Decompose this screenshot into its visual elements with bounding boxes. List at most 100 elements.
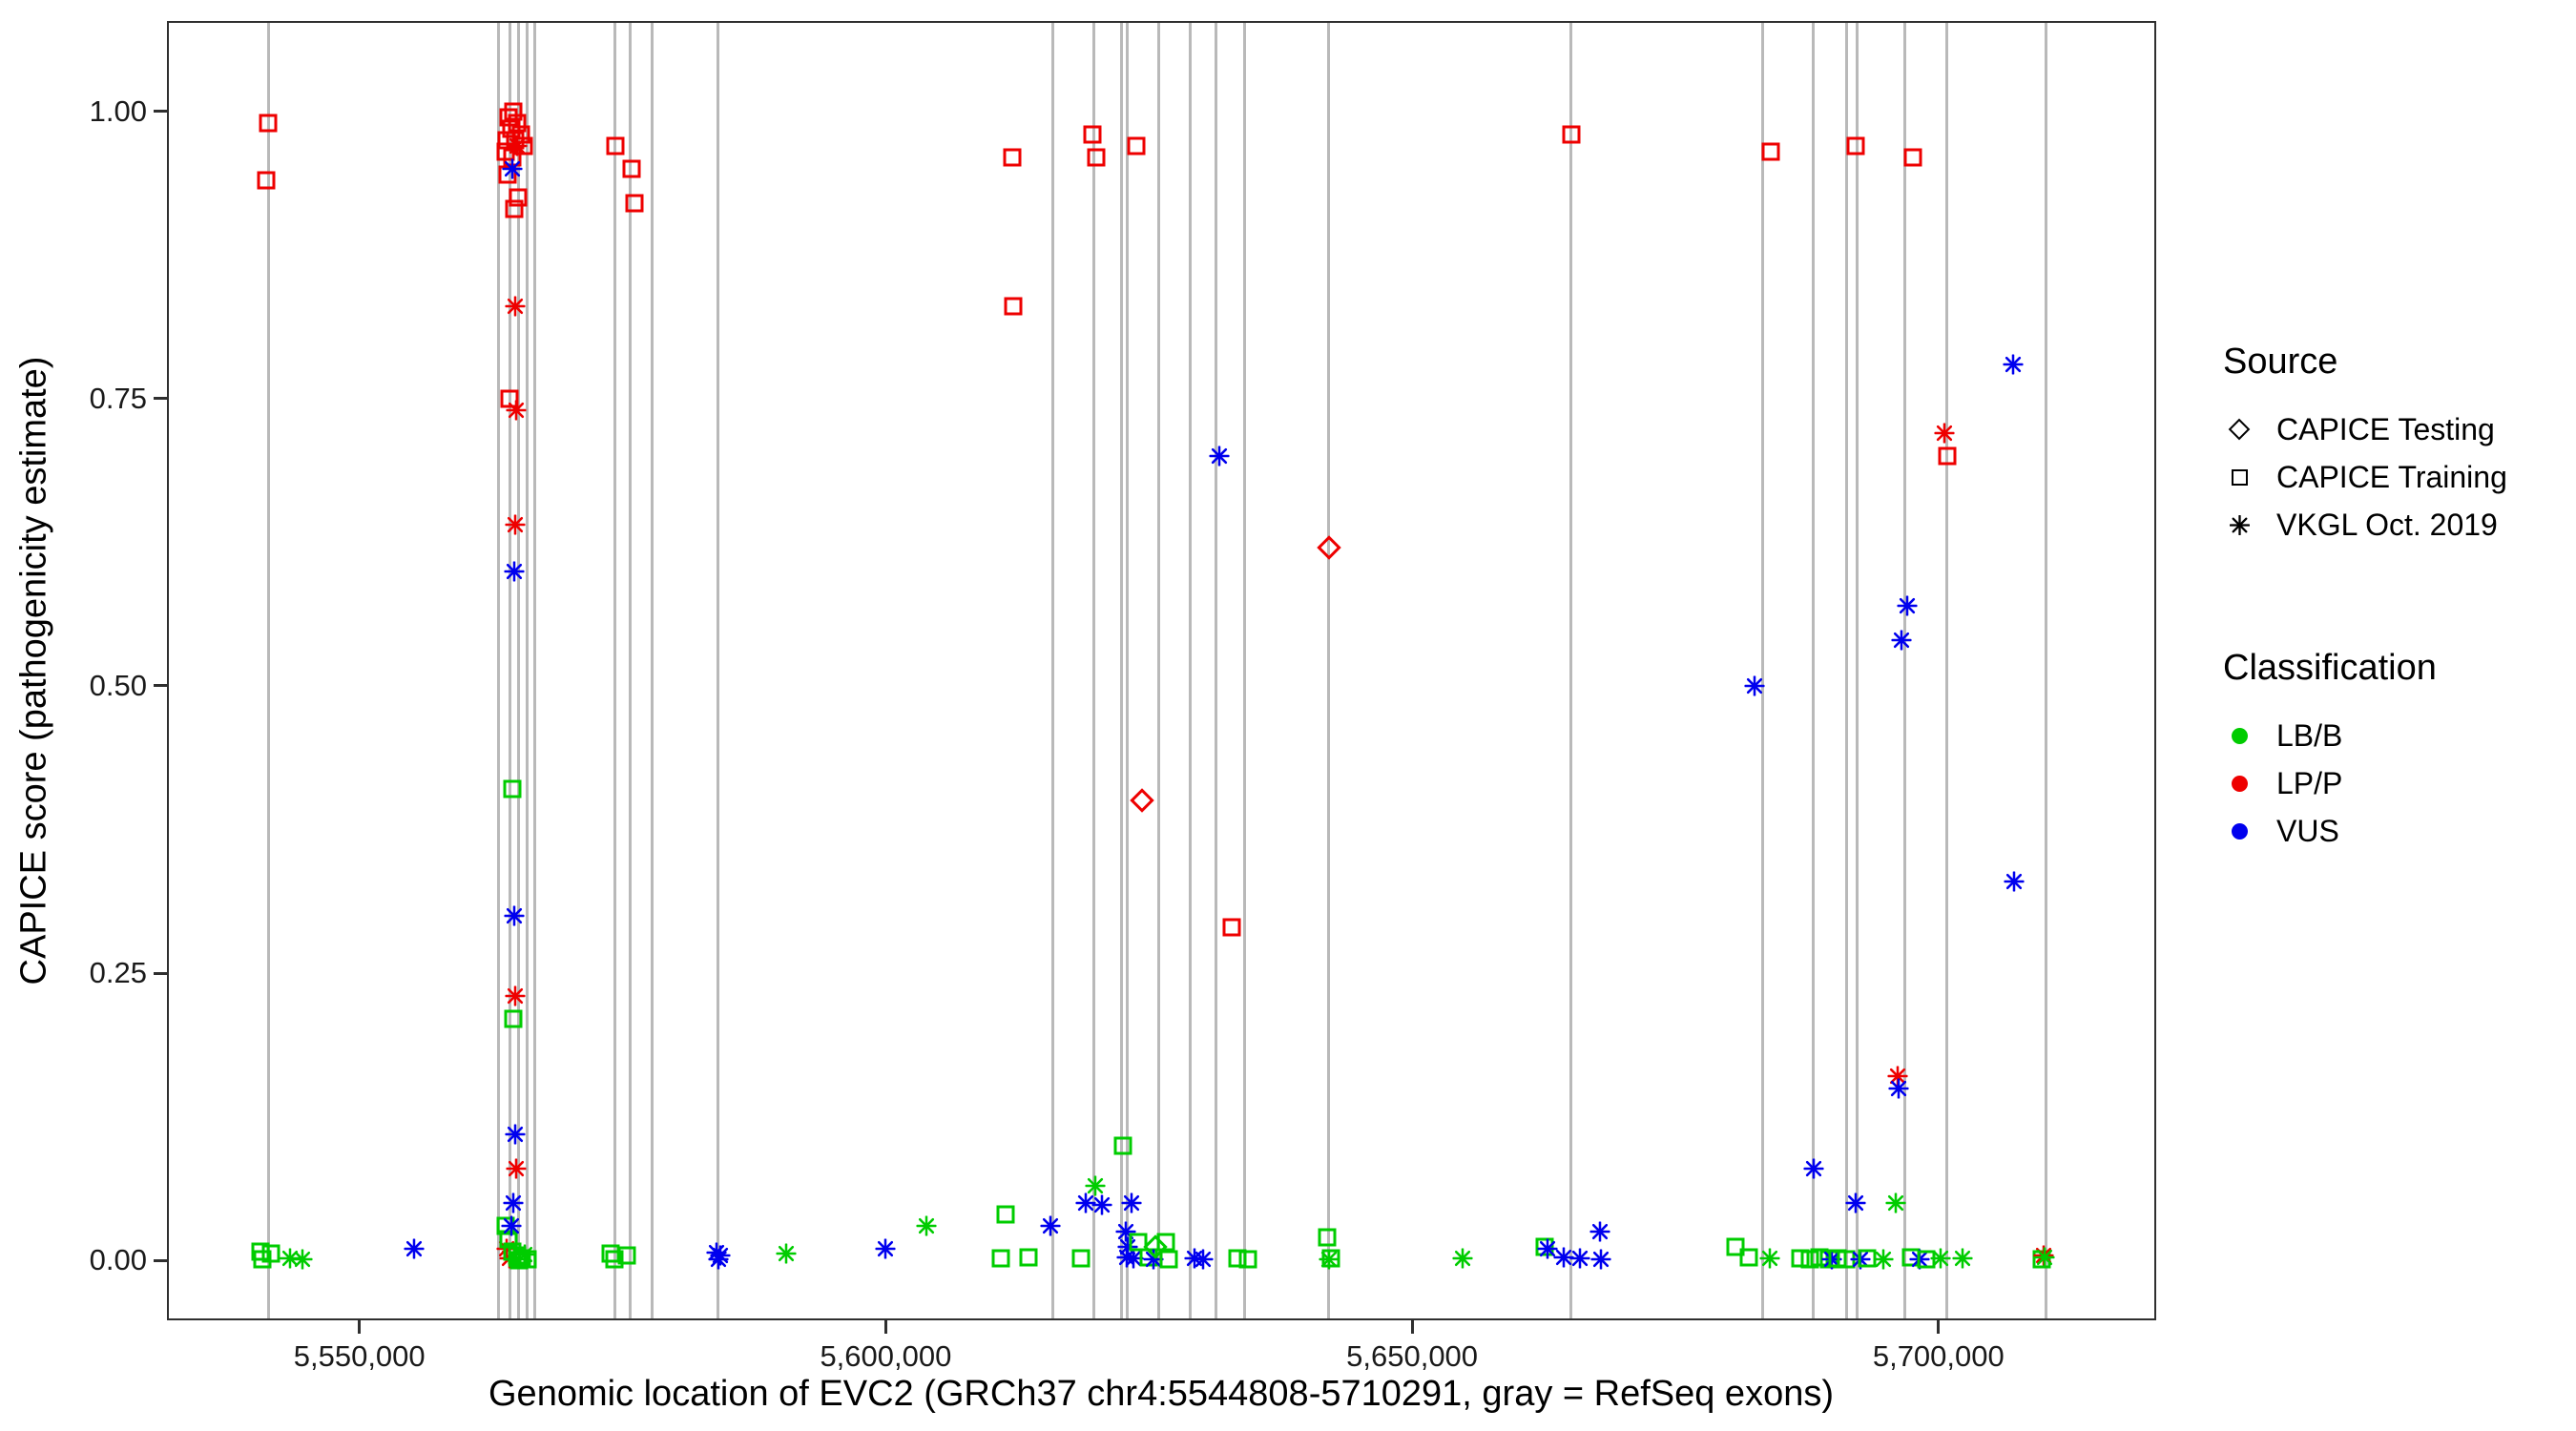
data-point bbox=[511, 125, 530, 144]
data-point bbox=[1791, 1249, 1810, 1268]
data-point bbox=[504, 1009, 523, 1028]
legend: Source CAPICE Testing CAPICE Training VKGL… bbox=[2223, 342, 2507, 855]
refseq-exon-line bbox=[2044, 23, 2047, 1318]
data-point bbox=[1321, 1249, 1340, 1268]
data-point bbox=[503, 1192, 524, 1213]
legend-item-label: VKGL Oct. 2019 bbox=[2276, 507, 2498, 542]
data-point bbox=[1535, 1237, 1554, 1256]
refseq-exon-line bbox=[613, 23, 617, 1318]
data-point bbox=[500, 389, 519, 408]
refseq-exon-line bbox=[1156, 23, 1160, 1318]
data-point bbox=[625, 194, 644, 213]
data-point bbox=[1744, 675, 1765, 696]
data-point bbox=[1318, 1228, 1337, 1247]
data-point bbox=[292, 1249, 313, 1270]
legend-item-label: VUS bbox=[2276, 813, 2339, 848]
data-point bbox=[509, 188, 528, 207]
x-axis-tick bbox=[358, 1320, 362, 1334]
data-point bbox=[1004, 297, 1023, 316]
refseq-exon-line bbox=[1188, 23, 1192, 1318]
data-point bbox=[1885, 1192, 1906, 1213]
legend-item-lb-b: LB/B bbox=[2223, 712, 2507, 759]
x-axis-tick-label: 5,550,000 bbox=[293, 1339, 426, 1373]
refseq-exon-line bbox=[1125, 23, 1129, 1318]
y-axis-tick-label: 0.50 bbox=[89, 668, 147, 702]
data-point bbox=[1891, 630, 1912, 651]
data-point bbox=[1562, 125, 1581, 144]
refseq-exon-line bbox=[1845, 23, 1849, 1318]
data-point bbox=[1091, 1194, 1112, 1215]
data-point bbox=[1589, 1221, 1610, 1242]
data-point bbox=[1873, 1249, 1894, 1270]
data-point bbox=[1143, 1249, 1164, 1270]
refseq-exon-line bbox=[1945, 23, 1949, 1318]
data-point bbox=[505, 296, 526, 317]
data-point bbox=[508, 114, 527, 133]
data-point bbox=[504, 905, 525, 926]
y-axis-tick-label: 0.25 bbox=[89, 956, 147, 990]
data-point bbox=[1085, 1175, 1106, 1196]
data-point bbox=[1129, 1233, 1148, 1252]
data-point bbox=[505, 1124, 526, 1145]
data-point bbox=[1087, 148, 1106, 167]
data-point bbox=[1113, 1136, 1132, 1155]
refseq-exon-line bbox=[533, 23, 537, 1318]
x-axis-tick bbox=[1937, 1320, 1941, 1334]
data-point bbox=[498, 165, 517, 184]
legend-title-classification: Classification bbox=[2223, 648, 2437, 688]
legend-section-classification: Classification LB/B LP/P VUS bbox=[2223, 648, 2507, 855]
legend-item-asterisk: VKGL Oct. 2019 bbox=[2223, 501, 2507, 549]
legend-title-source: Source bbox=[2223, 342, 2338, 382]
data-point bbox=[1930, 1248, 1951, 1269]
refseq-exon-line bbox=[650, 23, 654, 1318]
legend-item-label: CAPICE Testing bbox=[2276, 411, 2495, 446]
refseq-exon-line bbox=[1092, 23, 1096, 1318]
data-point bbox=[504, 561, 525, 581]
data-point bbox=[504, 102, 523, 121]
data-point bbox=[2004, 871, 2025, 892]
y-axis-tick bbox=[154, 397, 167, 401]
refseq-exon-line bbox=[1215, 23, 1218, 1318]
refseq-exon-line bbox=[1327, 23, 1331, 1318]
filled-circle-icon bbox=[2223, 767, 2255, 799]
refseq-exon-line bbox=[717, 23, 720, 1318]
data-point bbox=[1887, 1066, 1908, 1087]
refseq-exon-line bbox=[1902, 23, 1906, 1318]
y-axis-tick bbox=[154, 684, 167, 688]
data-point bbox=[1846, 136, 1865, 156]
data-point bbox=[1590, 1249, 1611, 1270]
data-point bbox=[261, 1244, 280, 1263]
data-point bbox=[916, 1215, 937, 1236]
data-point bbox=[1810, 1248, 1829, 1267]
data-point bbox=[622, 159, 641, 178]
data-point bbox=[1952, 1248, 1973, 1269]
data-point bbox=[506, 1158, 527, 1179]
data-point bbox=[1193, 1249, 1214, 1270]
data-point bbox=[501, 1215, 522, 1236]
data-point bbox=[257, 171, 275, 190]
x-axis-tick-label: 5,650,000 bbox=[1346, 1339, 1479, 1373]
refseq-exon-line bbox=[1120, 23, 1124, 1318]
refseq-exon-line bbox=[1051, 23, 1055, 1318]
data-point bbox=[991, 1249, 1010, 1268]
data-point bbox=[1003, 148, 1022, 167]
y-axis-tick bbox=[154, 1258, 167, 1262]
data-point bbox=[1228, 1249, 1247, 1268]
diamond-icon bbox=[2223, 413, 2255, 446]
data-point bbox=[1129, 788, 1154, 814]
data-point bbox=[996, 1205, 1015, 1224]
y-axis-tick-label: 0.75 bbox=[89, 381, 147, 415]
data-point bbox=[518, 1250, 537, 1269]
plot-panel bbox=[167, 21, 2156, 1320]
data-point bbox=[1127, 136, 1146, 156]
legend-class-items: LB/B LP/P VUS bbox=[2223, 712, 2507, 855]
data-point bbox=[1897, 595, 1918, 616]
refseq-exon-line bbox=[1243, 23, 1247, 1318]
y-axis-tick bbox=[154, 971, 167, 975]
data-point bbox=[2034, 1247, 2055, 1268]
data-point bbox=[259, 114, 278, 133]
legend-item-label: CAPICE Training bbox=[2276, 459, 2507, 494]
data-point bbox=[1739, 1248, 1758, 1267]
data-point bbox=[617, 1246, 636, 1265]
data-point bbox=[1317, 535, 1341, 561]
